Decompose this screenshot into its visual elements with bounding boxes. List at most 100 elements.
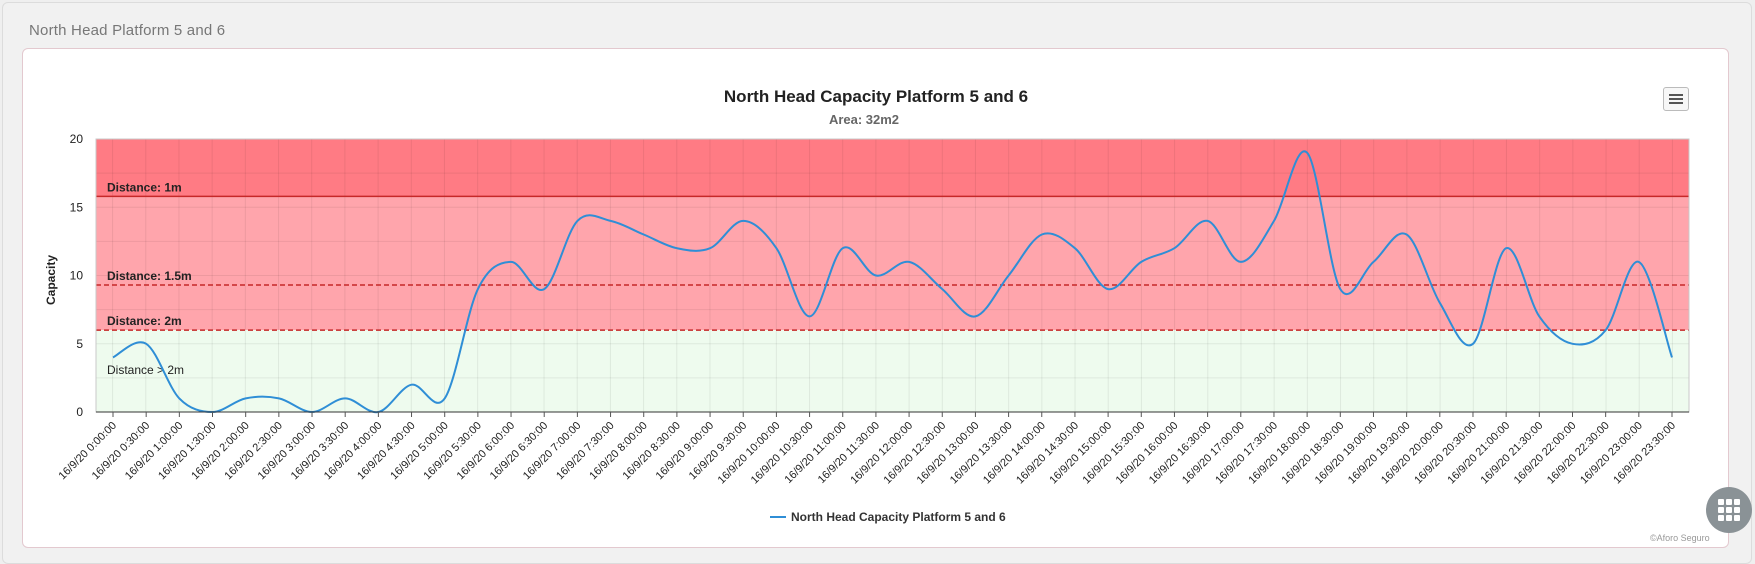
data-point[interactable] bbox=[1235, 256, 1247, 268]
data-point[interactable] bbox=[1633, 256, 1645, 268]
data-point[interactable] bbox=[737, 215, 749, 227]
grid-apps-icon-dot bbox=[1734, 499, 1740, 505]
data-point[interactable] bbox=[1168, 242, 1180, 254]
x-tick-label: 16/9/20 9:00:00 bbox=[654, 420, 717, 483]
y-tick-label: 0 bbox=[76, 405, 83, 419]
data-point[interactable] bbox=[339, 392, 351, 404]
data-point[interactable] bbox=[1500, 242, 1512, 254]
x-tick-label: 16/9/20 4:00:00 bbox=[322, 420, 385, 483]
data-point[interactable] bbox=[1666, 351, 1678, 363]
data-point[interactable] bbox=[439, 392, 451, 404]
x-tick-label: 16/9/20 8:30:00 bbox=[620, 420, 683, 483]
legend[interactable]: North Head Capacity Platform 5 and 6 bbox=[770, 510, 1006, 524]
x-tick-label: 16/9/20 11:00:00 bbox=[783, 420, 849, 486]
hamburger-menu-icon-bar bbox=[1669, 98, 1683, 100]
data-point[interactable] bbox=[870, 270, 882, 282]
x-tick-label: 16/9/20 1:00:00 bbox=[123, 420, 186, 483]
hamburger-menu-icon bbox=[1669, 94, 1683, 96]
x-tick-label: 16/9/20 9:30:00 bbox=[687, 420, 750, 483]
distance-label-0: Distance: 1m bbox=[107, 180, 182, 194]
data-point[interactable] bbox=[936, 283, 948, 295]
grid-apps-icon-dot bbox=[1734, 515, 1740, 521]
data-point[interactable] bbox=[1069, 242, 1081, 254]
y-tick-label: 15 bbox=[70, 200, 84, 214]
series-line-0[interactable] bbox=[112, 150, 1673, 414]
data-point[interactable] bbox=[240, 392, 252, 404]
grid-apps-icon-dot bbox=[1734, 507, 1740, 513]
x-tick-label: 16/9/20 4:30:00 bbox=[355, 420, 418, 483]
distance-label-1: Distance: 1.5m bbox=[107, 269, 192, 283]
data-point[interactable] bbox=[1036, 229, 1048, 241]
data-point[interactable] bbox=[1367, 256, 1379, 268]
data-point[interactable] bbox=[538, 283, 550, 295]
x-tick-label: 16/9/20 0:00:00 bbox=[57, 420, 120, 483]
credit-text: ©Aforo Seguro bbox=[1650, 533, 1710, 543]
data-point[interactable] bbox=[1401, 229, 1413, 241]
hamburger-menu-icon-bar bbox=[1669, 102, 1683, 104]
y-axis-title: Capacity bbox=[44, 255, 58, 305]
zone-band-2 bbox=[96, 330, 1689, 412]
x-tick-label: 16/9/20 5:30:00 bbox=[421, 420, 484, 483]
data-point[interactable] bbox=[770, 242, 782, 254]
data-point[interactable] bbox=[107, 351, 119, 363]
data-point[interactable] bbox=[406, 379, 418, 391]
data-point[interactable] bbox=[173, 392, 185, 404]
data-point[interactable] bbox=[1600, 324, 1612, 336]
zone-bands bbox=[96, 139, 1689, 412]
x-tick-label: 16/9/20 0:30:00 bbox=[90, 420, 153, 483]
data-point[interactable] bbox=[505, 256, 517, 268]
x-tick-label: 16/9/20 8:00:00 bbox=[587, 420, 650, 483]
distance-lines: Distance: 1m Distance: 1.5m Distance: 2m Di… bbox=[95, 138, 1690, 413]
data-point[interactable] bbox=[1202, 215, 1214, 227]
grid-apps-icon-dot bbox=[1718, 507, 1724, 513]
data-point[interactable] bbox=[1533, 310, 1545, 322]
data-point[interactable] bbox=[704, 242, 716, 254]
data-point[interactable] bbox=[903, 256, 915, 268]
data-point[interactable] bbox=[571, 215, 583, 227]
x-tick-label: 16/9/20 1:30:00 bbox=[156, 420, 219, 483]
data-point[interactable] bbox=[969, 310, 981, 322]
x-tick-label: 16/9/20 7:00:00 bbox=[521, 420, 584, 483]
data-point[interactable] bbox=[1434, 297, 1446, 309]
data-point[interactable] bbox=[1334, 283, 1346, 295]
data-point[interactable] bbox=[1268, 215, 1280, 227]
data-point[interactable] bbox=[605, 215, 617, 227]
data-point[interactable] bbox=[140, 338, 152, 350]
x-tick-label: 16/9/20 7:30:00 bbox=[554, 420, 617, 483]
chart-subtitle: Area: 32m2 bbox=[829, 112, 899, 127]
legend-label[interactable]: North Head Capacity Platform 5 and 6 bbox=[791, 510, 1006, 524]
chart-title: North Head Capacity Platform 5 and 6 bbox=[724, 87, 1028, 106]
series-layer bbox=[107, 147, 1678, 414]
x-tick-label: 16/9/20 2:30:00 bbox=[222, 420, 285, 483]
x-tick-label: 16/9/20 3:00:00 bbox=[256, 420, 319, 483]
data-point[interactable] bbox=[671, 242, 683, 254]
data-point[interactable] bbox=[1003, 270, 1015, 282]
x-tick-label: 16/9/20 6:30:00 bbox=[488, 420, 551, 483]
y-tick-label: 20 bbox=[70, 132, 84, 146]
data-point[interactable] bbox=[837, 242, 849, 254]
data-point[interactable] bbox=[1102, 283, 1114, 295]
apps-grid-button[interactable] bbox=[1706, 487, 1752, 533]
distance-label-2: Distance: 2m bbox=[107, 314, 182, 328]
x-tick-label: 16/9/20 3:30:00 bbox=[289, 420, 352, 483]
chart-menu-button[interactable] bbox=[1663, 87, 1689, 111]
x-tick-label: 16/9/20 6:00:00 bbox=[455, 420, 518, 483]
x-tick-label: 16/9/20 11:30:00 bbox=[816, 420, 882, 486]
grid-apps-icon-dot bbox=[1726, 499, 1732, 505]
safe-zone-label: Distance > 2m bbox=[107, 363, 184, 377]
data-point[interactable] bbox=[273, 392, 285, 404]
data-point[interactable] bbox=[1467, 338, 1479, 350]
section-title: North Head Platform 5 and 6 bbox=[29, 22, 226, 39]
zone-band-0 bbox=[96, 139, 1689, 197]
data-point[interactable] bbox=[804, 310, 816, 322]
data-point[interactable] bbox=[1566, 338, 1578, 350]
y-tick-label: 10 bbox=[70, 269, 84, 283]
x-tick-label: 16/9/20 5:00:00 bbox=[388, 420, 451, 483]
data-point[interactable] bbox=[1135, 256, 1147, 268]
grid-apps-icon-dot bbox=[1726, 507, 1732, 513]
data-point[interactable] bbox=[638, 229, 650, 241]
data-point[interactable] bbox=[472, 283, 484, 295]
grid-apps-icon-dot bbox=[1726, 515, 1732, 521]
data-point[interactable] bbox=[1301, 147, 1313, 159]
